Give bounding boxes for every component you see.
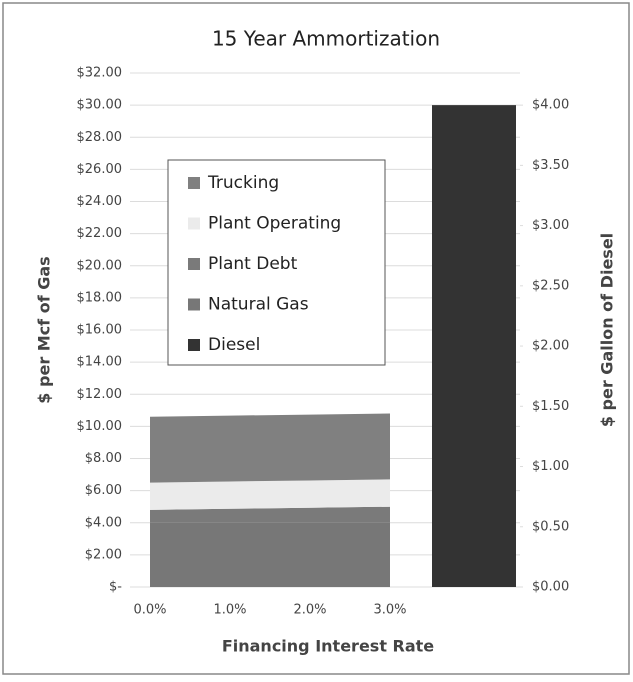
y-tick-label: $30.00 [77,98,123,113]
area [150,522,390,587]
y-tick-label: $6.00 [85,483,122,498]
legend-box [167,159,386,366]
y-tick-label: $32.00 [77,66,123,81]
x-tick-label: 0.0% [133,603,166,618]
x-tick-label: 2.0% [293,603,326,618]
y-tick-label: $14.00 [77,355,123,370]
y2-tick-label: $1.50 [532,399,569,414]
x-axis-title: Financing Interest Rate [222,637,434,656]
x-tick-label: 1.0% [213,603,246,618]
y-tick-label: $12.00 [77,387,123,402]
x-tick-label: 3.0% [373,603,406,618]
y-tick-label: $24.00 [77,194,123,209]
y2-axis-title: $ per Gallon of Diesel [598,233,617,427]
legend-swatch [188,177,200,189]
y2-tick-label: $4.00 [532,98,569,113]
y2-tick-label: $0.00 [532,580,569,595]
legend-swatch [188,217,200,230]
y-tick-label: $18.00 [77,290,123,305]
legend-label: Diesel [208,335,260,355]
y2-tick-label: $2.50 [532,278,569,293]
area [150,479,390,510]
legend-swatch [188,298,200,311]
y-tick-label: $22.00 [77,226,123,241]
legend-swatch [188,339,200,351]
area [150,413,390,483]
y-tick-label: $20.00 [77,258,123,273]
y2-tick-label: $3.50 [532,158,569,173]
y2-tick-label: $2.00 [532,339,569,354]
y-tick-label: $4.00 [85,515,122,530]
y-tick-label: $10.00 [77,419,123,434]
y2-tick-label: $1.00 [532,459,569,474]
y-tick-label: $26.00 [77,162,123,177]
legend-label: Trucking [207,173,279,193]
y-tick-label: $16.00 [77,323,123,338]
legend-label: Natural Gas [208,295,309,315]
chart-title: 15 Year Ammortization [212,27,440,51]
y-tick-label: $28.00 [77,130,123,145]
y2-tick-label: $0.50 [532,519,569,534]
y-tick-label: $- [109,580,122,595]
y-tick-label: $2.00 [85,547,122,562]
y2-tick-label: $3.00 [532,218,569,233]
bar [432,105,516,588]
y-axis-title: $ per Mcf of Gas [35,256,54,403]
legend-label: Plant Debt [208,254,298,274]
legend-label: Plant Operating [208,214,341,234]
y-tick-label: $8.00 [85,451,122,466]
area [150,506,390,523]
legend-swatch [188,258,200,270]
